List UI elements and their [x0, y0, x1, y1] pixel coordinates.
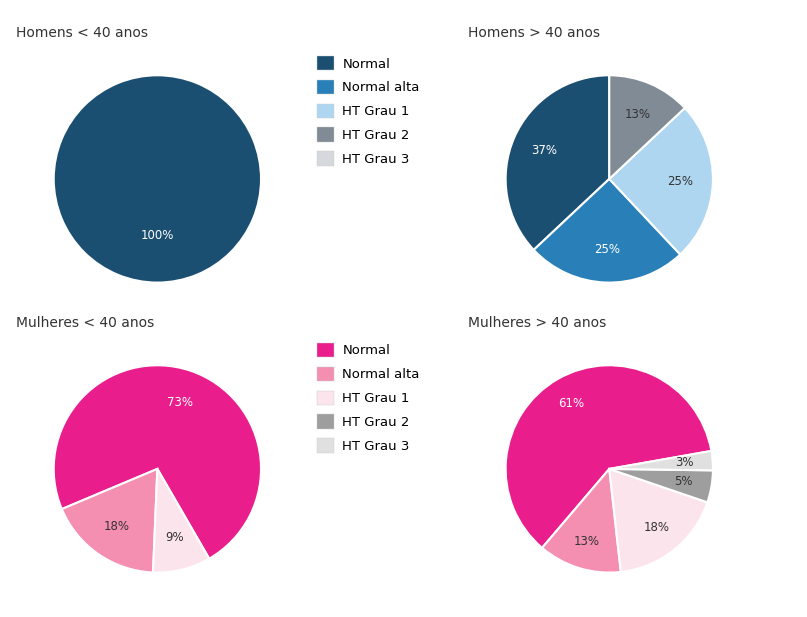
Text: 13%: 13%	[625, 108, 650, 121]
Wedge shape	[62, 469, 157, 573]
Text: 18%: 18%	[644, 521, 670, 534]
Text: 25%: 25%	[594, 243, 620, 256]
Text: 100%: 100%	[140, 230, 174, 242]
Text: 13%: 13%	[574, 535, 600, 548]
Wedge shape	[54, 365, 261, 558]
Wedge shape	[54, 75, 261, 283]
Legend: Normal, Normal alta, HT Grau 1, HT Grau 2, HT Grau 3: Normal, Normal alta, HT Grau 1, HT Grau …	[317, 343, 420, 453]
Text: 61%: 61%	[558, 397, 585, 410]
Wedge shape	[609, 451, 713, 470]
Wedge shape	[609, 75, 685, 179]
Legend: Normal, Normal alta, HT Grau 1, HT Grau 2, HT Grau 3: Normal, Normal alta, HT Grau 1, HT Grau …	[317, 56, 420, 166]
Text: 18%: 18%	[104, 520, 130, 533]
Text: 5%: 5%	[675, 475, 693, 488]
Wedge shape	[609, 469, 713, 502]
Text: 25%: 25%	[667, 175, 692, 188]
Text: Mulheres < 40 anos: Mulheres < 40 anos	[16, 316, 154, 330]
Wedge shape	[506, 75, 609, 250]
Text: 9%: 9%	[165, 531, 183, 544]
Wedge shape	[506, 365, 711, 548]
Text: 37%: 37%	[532, 144, 558, 157]
Text: Mulheres > 40 anos: Mulheres > 40 anos	[468, 316, 606, 330]
Text: Homens < 40 anos: Homens < 40 anos	[16, 26, 148, 40]
Wedge shape	[533, 179, 680, 283]
Wedge shape	[609, 469, 708, 572]
Text: 3%: 3%	[675, 457, 694, 470]
Wedge shape	[153, 469, 209, 573]
Wedge shape	[542, 469, 621, 573]
Text: Homens > 40 anos: Homens > 40 anos	[468, 26, 600, 40]
Wedge shape	[609, 108, 713, 254]
Text: 73%: 73%	[167, 395, 193, 408]
